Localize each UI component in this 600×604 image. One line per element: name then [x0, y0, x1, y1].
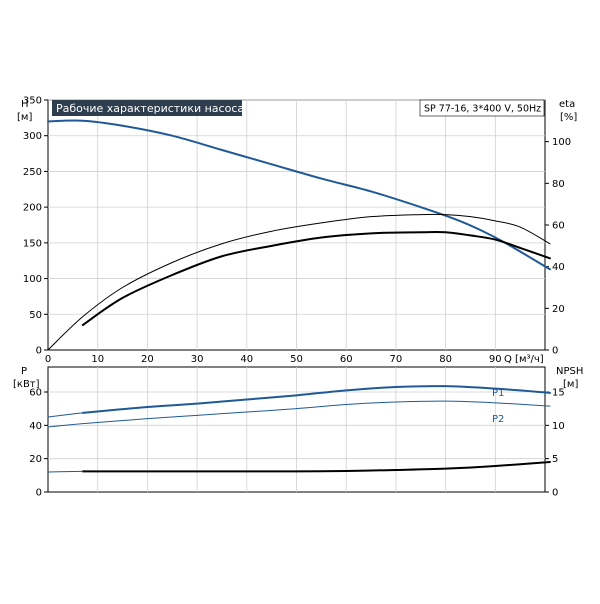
- series-line-0-0: [47, 119, 551, 271]
- y-left-tick-label: 200: [23, 203, 42, 214]
- x-tick-label: 30: [191, 354, 204, 365]
- y-left-tick-label: 60: [29, 388, 42, 399]
- y-right-tick-label: 40: [552, 262, 565, 273]
- y-left-tick-label: 20: [29, 454, 42, 465]
- series-line-1-4: [47, 470, 84, 473]
- series-line-1-2: [47, 389, 347, 418]
- y-right-tick-label: 80: [552, 179, 565, 190]
- right-axis-unit-eta: [%]: [560, 112, 577, 123]
- y-left-tick-label: 150: [23, 238, 42, 249]
- y-right-tick-label: 100: [552, 137, 571, 148]
- x-tick-label: 20: [141, 354, 154, 365]
- y-left-tick-label: 40: [29, 421, 42, 432]
- x-tick-label: 50: [290, 354, 303, 365]
- y-right-tick-label: 10: [552, 421, 565, 432]
- subtitle-box: [419, 99, 545, 117]
- right-axis-unit-npsh: [м]: [563, 379, 578, 390]
- y-left-tick-label: 350: [23, 96, 42, 107]
- chart-title: Рабочие характеристики насоса: [56, 102, 244, 115]
- y-left-tick-label: 300: [23, 131, 42, 142]
- title-box: [52, 100, 242, 116]
- y-left-tick-label: 50: [29, 310, 42, 321]
- left-axis-label-h: H: [21, 99, 29, 110]
- x-tick-label: 0: [45, 354, 51, 365]
- x-tick-label: 10: [91, 354, 104, 365]
- x-tick-label: 60: [340, 354, 353, 365]
- y-right-tick-label: 60: [552, 221, 565, 232]
- y-right-tick-label: 5: [552, 454, 558, 465]
- series-line-1-1: [47, 400, 551, 428]
- x-tick-label: 80: [439, 354, 452, 365]
- series-label-p2: P2: [492, 414, 504, 425]
- y-left-tick-label: 0: [36, 346, 42, 357]
- y-right-tick-label: 0: [552, 346, 558, 357]
- series-line-1-3: [81, 461, 551, 473]
- x-tick-label: 70: [390, 354, 403, 365]
- series-line-0-2: [81, 231, 551, 326]
- chart-subtitle: SP 77-16, 3*400 V, 50Hz: [424, 104, 541, 115]
- left-axis-unit-p: [кВт]: [13, 379, 40, 390]
- y-left-tick-label: 100: [23, 274, 42, 285]
- series-line-0-1: [47, 213, 551, 351]
- right-axis-label-npsh: NPSH: [556, 366, 583, 377]
- left-axis-unit-h: [м]: [17, 112, 32, 123]
- y-right-tick-label: 20: [552, 304, 565, 315]
- left-axis-label-p: P: [21, 366, 27, 377]
- series-label-p1: P1: [492, 388, 504, 399]
- y-right-tick-label: 15: [552, 388, 565, 399]
- y-right-tick-label: 0: [552, 488, 558, 499]
- x-tick-label: 90: [489, 354, 502, 365]
- right-axis-label-eta: eta: [559, 99, 575, 110]
- y-left-tick-label: 250: [23, 167, 42, 178]
- x-tick-label: 40: [240, 354, 253, 365]
- y-left-tick-label: 0: [36, 488, 42, 499]
- x-axis-label: Q [м³/ч]: [504, 354, 544, 365]
